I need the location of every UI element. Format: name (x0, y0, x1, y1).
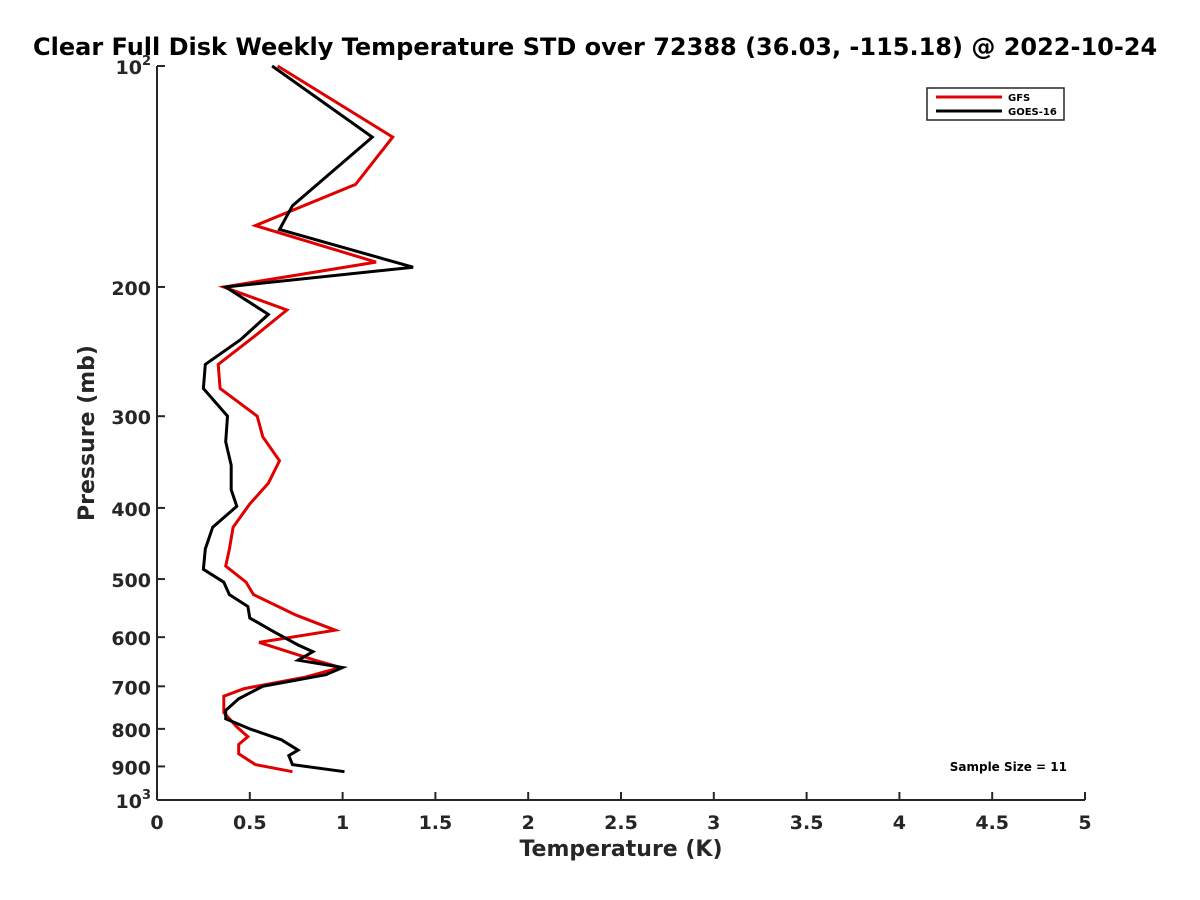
y-tick-label: 102 (116, 54, 152, 79)
legend-box (926, 87, 1065, 121)
y-tick-label: 103 (116, 788, 152, 813)
x-tick-label: 1 (336, 812, 349, 834)
y-tick-label: 700 (111, 677, 151, 699)
x-tick-label: 4.5 (975, 812, 1009, 834)
x-tick-label: 2.5 (604, 812, 638, 834)
y-tick-label: 800 (111, 720, 151, 742)
y-axis-ticks: 102 200 300 400 500 600 700 800 900 103 (111, 54, 165, 813)
x-axis-label: Temperature (K) (519, 837, 722, 862)
legend-entry-label: GOES-16 (1008, 107, 1057, 118)
x-tick-label: 0 (150, 812, 163, 834)
y-axis-label: Pressure (mb) (75, 345, 100, 521)
series-line-goes-16 (201, 64, 414, 774)
chart-title: Clear Full Disk Weekly Temperature STD o… (33, 33, 1157, 61)
y-tick-label: 300 (111, 407, 151, 429)
series-line-gfs (216, 64, 395, 774)
y-tick-label: 200 (111, 278, 151, 300)
series-layer (201, 64, 414, 774)
sample-size-annotation: Sample Size = 11 (950, 760, 1067, 774)
x-tick-label: 0.5 (233, 812, 267, 834)
legend: GFS GOES-16 (926, 87, 1065, 121)
x-axis-ticks: 0 0.5 1 1.5 2 2.5 3 3.5 4 4.5 5 (150, 792, 1092, 834)
x-tick-label: 2 (522, 812, 535, 834)
legend-entry-label: GFS (1008, 93, 1030, 104)
y-tick-label: 500 (111, 570, 151, 592)
y-tick-label: 400 (111, 499, 151, 521)
x-tick-label: 3.5 (790, 812, 824, 834)
axes (156, 66, 1085, 801)
x-tick-label: 5 (1078, 812, 1091, 834)
x-tick-label: 1.5 (419, 812, 453, 834)
y-tick-label: 900 (111, 757, 151, 779)
x-tick-label: 3 (707, 812, 720, 834)
y-tick-label: 600 (111, 628, 151, 650)
x-tick-label: 4 (893, 812, 906, 834)
